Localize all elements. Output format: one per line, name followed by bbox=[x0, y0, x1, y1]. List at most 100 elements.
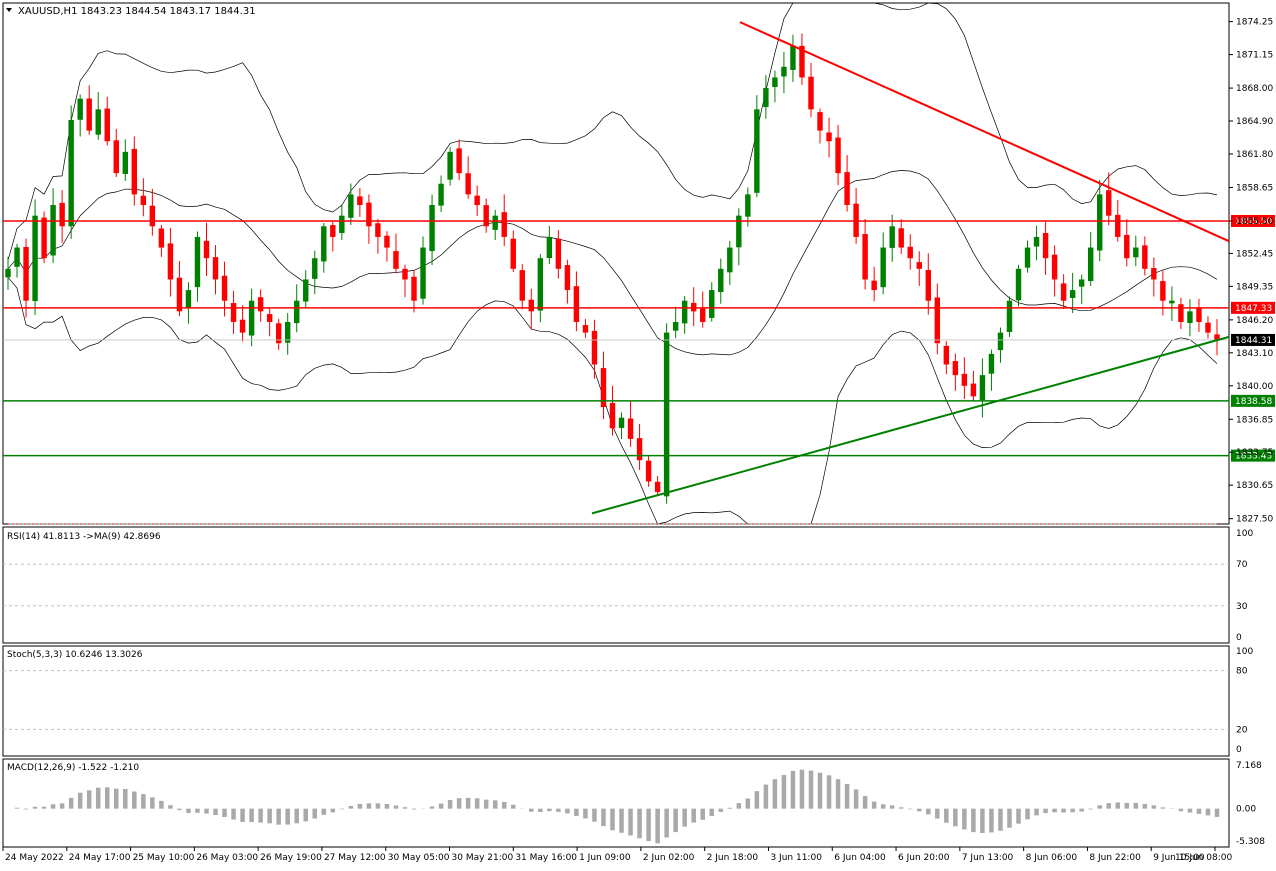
candle-body bbox=[294, 300, 300, 324]
candle-body bbox=[1078, 279, 1085, 287]
candle-body bbox=[952, 361, 959, 376]
candle-body bbox=[1142, 245, 1148, 269]
candle-body bbox=[221, 275, 228, 301]
candle-body bbox=[799, 45, 805, 78]
macd-tick-label: 0.00 bbox=[1236, 805, 1256, 815]
candle-body bbox=[1214, 334, 1220, 340]
candle-body bbox=[979, 375, 986, 401]
level-price-label: 1855.50 bbox=[1235, 217, 1272, 227]
candle-body bbox=[528, 299, 535, 312]
candle-body bbox=[239, 319, 246, 333]
level-price-label: 1833.43 bbox=[1235, 452, 1272, 462]
candle-body bbox=[681, 300, 688, 324]
candle-body bbox=[916, 262, 922, 269]
candle-body bbox=[817, 112, 823, 131]
macd-title: MACD(12,26,9) -1.522 -1.210 bbox=[7, 763, 139, 773]
candle-body bbox=[86, 98, 92, 131]
candle-body bbox=[5, 268, 11, 278]
chart-collapse-icon[interactable] bbox=[6, 8, 12, 12]
rsi-tick-label: 100 bbox=[1236, 529, 1253, 539]
candle-body bbox=[1196, 308, 1202, 322]
candle-body bbox=[1178, 304, 1184, 322]
candle-body bbox=[275, 323, 282, 344]
candle-body bbox=[266, 314, 273, 322]
candle-body bbox=[600, 368, 607, 408]
time-tick-label: 6 Jun 20:00 bbox=[898, 853, 950, 863]
time-tick-label: 30 May 21:00 bbox=[452, 853, 514, 863]
candle-body bbox=[257, 297, 264, 312]
candle-body bbox=[907, 246, 913, 259]
candle-body bbox=[745, 194, 751, 217]
time-tick-label: 24 May 2022 bbox=[5, 853, 64, 863]
time-tick-label: 24 May 17:00 bbox=[69, 853, 131, 863]
candle-body bbox=[312, 258, 318, 279]
candle-body bbox=[321, 226, 327, 262]
candle-body bbox=[158, 228, 165, 248]
candle-body bbox=[772, 77, 778, 88]
time-tick-label: 7 Jun 13:00 bbox=[962, 853, 1014, 863]
time-tick-label: 6 Jun 04:00 bbox=[834, 853, 886, 863]
candle-body bbox=[330, 225, 336, 237]
candle-body bbox=[826, 132, 832, 142]
price-tick-label: 1871.15 bbox=[1236, 51, 1273, 61]
candle-body bbox=[609, 402, 616, 429]
candle-body bbox=[1124, 234, 1130, 259]
candle-body bbox=[366, 202, 372, 227]
candle-body bbox=[880, 247, 886, 288]
candle-body bbox=[835, 137, 841, 174]
chart-title: XAUUSD,H1 1843.23 1844.54 1843.17 1844.3… bbox=[18, 6, 256, 17]
candle-body bbox=[871, 280, 877, 291]
candle-body bbox=[645, 460, 652, 482]
candle-body bbox=[393, 251, 399, 269]
time-tick-label: 10 Jun 08:00 bbox=[1175, 853, 1232, 863]
price-tick-label: 1833.75 bbox=[1236, 448, 1273, 458]
time-tick-label: 25 May 10:00 bbox=[133, 853, 195, 863]
rsi-tick-label: 70 bbox=[1236, 560, 1248, 570]
candle-body bbox=[727, 247, 733, 273]
macd-tick-label: 7.168 bbox=[1236, 761, 1262, 771]
candle-body bbox=[122, 151, 128, 174]
candle-body bbox=[1115, 214, 1121, 237]
candle-body bbox=[284, 321, 291, 343]
candle-body bbox=[303, 279, 309, 302]
candle-body bbox=[1133, 247, 1139, 258]
candle-body bbox=[564, 265, 571, 291]
candle-body bbox=[898, 228, 904, 248]
candle-body bbox=[95, 109, 101, 135]
price-axis: 1874.25 1871.15 1868.00 1864.90 1861.80 1858.… bbox=[1229, 18, 1273, 525]
candle-body bbox=[763, 88, 769, 108]
time-tick-label: 26 May 19:00 bbox=[260, 853, 322, 863]
candle-body bbox=[357, 196, 363, 206]
candle-body bbox=[104, 108, 110, 142]
level-price-tag bbox=[1231, 301, 1275, 314]
time-tick-label: 30 May 05:00 bbox=[388, 853, 450, 863]
candle-body bbox=[718, 268, 724, 293]
candle-body bbox=[700, 308, 706, 322]
candle-body bbox=[1169, 300, 1175, 304]
candle-body bbox=[844, 172, 850, 206]
candle-body bbox=[167, 243, 174, 280]
level-price-tag bbox=[1231, 449, 1275, 462]
price-tick-label: 1855.50 bbox=[1236, 217, 1273, 227]
candle-body bbox=[420, 247, 426, 299]
time-tick-label: 8 Jun 22:00 bbox=[1089, 853, 1141, 863]
candle-body bbox=[230, 303, 237, 322]
candle-body bbox=[23, 247, 29, 301]
candle-body bbox=[1106, 190, 1112, 216]
candle-body bbox=[537, 258, 544, 311]
rsi-pane-frame bbox=[2, 526, 1230, 644]
price-tick-label: 1868.00 bbox=[1236, 84, 1273, 94]
candle-body bbox=[573, 286, 580, 322]
price-tick-label: 1827.50 bbox=[1236, 515, 1273, 525]
candle-body bbox=[591, 330, 598, 365]
candle-body bbox=[1160, 281, 1166, 301]
candle-body bbox=[1015, 268, 1022, 301]
stoch-tick-label: 80 bbox=[1236, 667, 1248, 677]
candle-body bbox=[474, 195, 480, 206]
price-pane: 1855.50 1847.33 1844.31 1838.58 1833.43 XAUU… bbox=[2, 2, 1275, 525]
candle-body bbox=[14, 247, 20, 267]
candle-body bbox=[1024, 247, 1031, 268]
candle-body bbox=[1051, 254, 1058, 280]
